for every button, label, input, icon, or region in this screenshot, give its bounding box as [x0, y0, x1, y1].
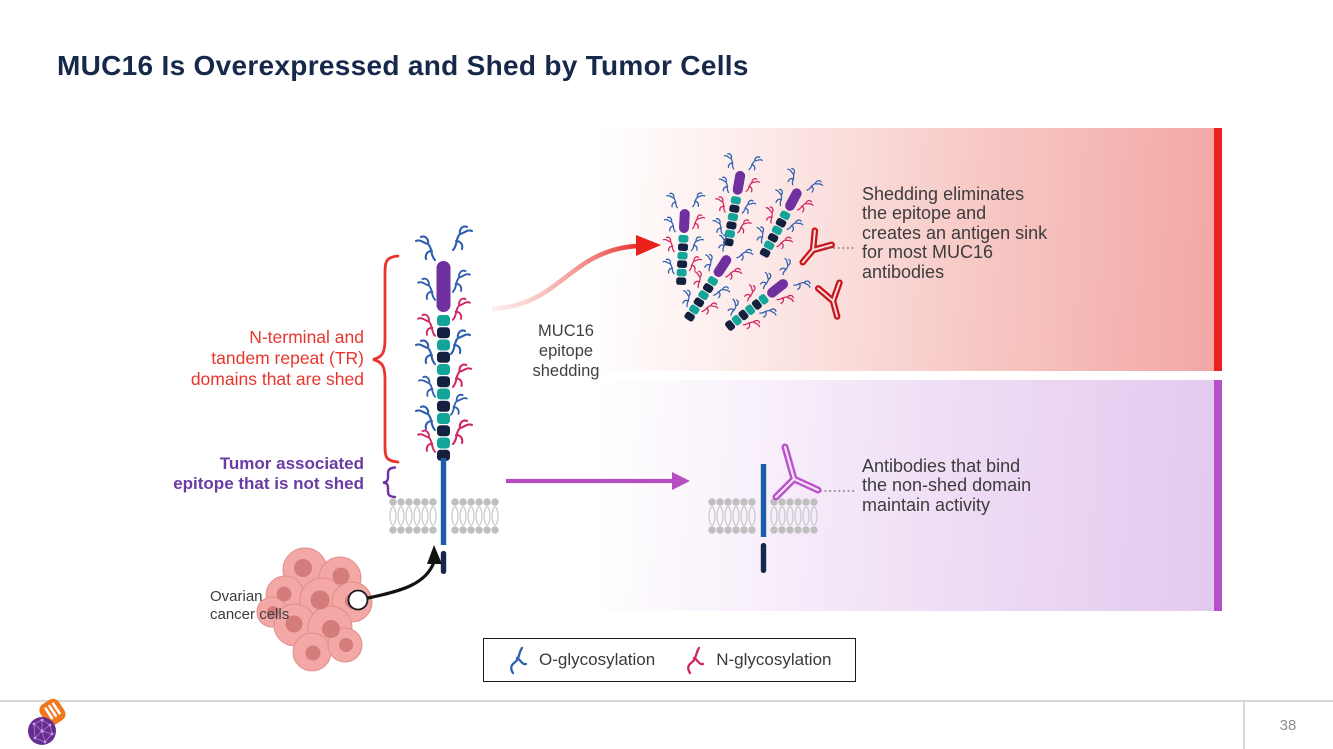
- red-antibody-icon: [794, 231, 831, 270]
- magenta-antibody-icon: [772, 443, 822, 501]
- o-glycosylation-icon: [506, 645, 530, 675]
- ovarian-cells-label: Ovarian cancer cells: [210, 588, 290, 623]
- footer-divider: [0, 700, 1333, 702]
- muc16-protein: [436, 261, 451, 574]
- n-glycosylation-label: N-glycosylation: [716, 650, 832, 669]
- glycosylation-legend: O-glycosylation N-glycosylation: [483, 638, 856, 682]
- page-title: MUC16 Is Overexpressed and Shed by Tumor…: [57, 50, 749, 81]
- purple-brace: [382, 466, 397, 499]
- epitope-not-shed-label: Tumor associated epitope that is not she…: [173, 454, 364, 493]
- shed-fragments: [661, 151, 825, 344]
- red-brace: [372, 254, 400, 464]
- footer-vertical-divider: [1243, 701, 1245, 749]
- shedding-panel: [598, 128, 1222, 371]
- n-glycosylation-icon: [683, 645, 707, 675]
- shed-domains-label: N-terminal and tandem repeat (TR) domain…: [190, 327, 364, 389]
- shedding-callout-text: Shedding eliminates the epitope and crea…: [862, 184, 1048, 282]
- epitope-marker-circle: [347, 589, 369, 611]
- purple-accent-bar: [1214, 380, 1222, 611]
- epitope-shedding-label: MUC16 epitope shedding: [532, 322, 600, 381]
- cell-to-protein-arrow: [367, 545, 442, 600]
- nonshed-callout-text: Antibodies that bind the non-shed domain…: [862, 456, 1032, 515]
- shedding-arrow: [491, 235, 661, 312]
- company-logo: [28, 698, 66, 745]
- epitope-arrow: [506, 472, 690, 490]
- nonshed-protein-stem: [760, 464, 767, 573]
- nonshed-panel: [598, 380, 1222, 611]
- red-antibody-icon: [818, 283, 848, 320]
- o-glycosylation-label: O-glycosylation: [539, 650, 656, 669]
- red-accent-bar: [1214, 128, 1222, 371]
- page-number: 38: [1279, 716, 1297, 734]
